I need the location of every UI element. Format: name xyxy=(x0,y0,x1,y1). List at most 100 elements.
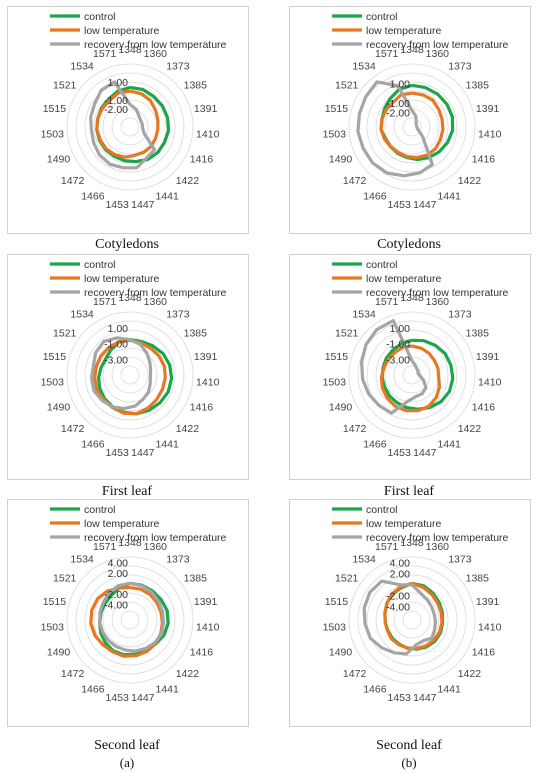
axis-label-1490: 1490 xyxy=(329,153,353,165)
axis-label-1391: 1391 xyxy=(194,103,218,115)
tick-label: -2.00 xyxy=(104,589,128,601)
axis-label-1385: 1385 xyxy=(466,572,490,584)
axis-label-1391: 1391 xyxy=(476,596,500,608)
grid-ring xyxy=(84,81,176,173)
grid-ring xyxy=(66,311,194,439)
axis-label-1441: 1441 xyxy=(155,684,179,696)
axis-label-1385: 1385 xyxy=(466,327,490,339)
grid-ring xyxy=(120,610,140,630)
axis-label-1453: 1453 xyxy=(387,199,411,211)
axis-label-1466: 1466 xyxy=(81,439,105,451)
tick-label: -1.00 xyxy=(104,339,128,351)
grid-ring xyxy=(102,347,158,403)
axis-label-1360: 1360 xyxy=(144,541,168,553)
axis-label-1385: 1385 xyxy=(466,79,490,91)
axis-label-1441: 1441 xyxy=(155,439,179,451)
axis-label-1348: 1348 xyxy=(400,292,424,304)
grid-ring xyxy=(366,81,458,173)
axis-label-1385: 1385 xyxy=(184,572,208,584)
axis-label-1534: 1534 xyxy=(70,60,94,72)
legend-label-control: control xyxy=(84,11,116,23)
axis-label-1490: 1490 xyxy=(47,646,71,658)
grid-ring xyxy=(348,63,476,191)
caption-2: Cotyledons xyxy=(377,237,441,252)
tick-label: -3.00 xyxy=(104,354,128,366)
caption-6: Second leaf xyxy=(376,738,442,753)
axis-label-1521: 1521 xyxy=(53,327,77,339)
axis-label-1534: 1534 xyxy=(70,553,94,565)
grid-ring xyxy=(66,63,194,191)
caption-4: First leaf xyxy=(383,484,435,499)
axis-label-1373: 1373 xyxy=(448,553,472,565)
axis-label-1472: 1472 xyxy=(343,175,367,187)
axis-label-1472: 1472 xyxy=(61,668,85,680)
series-line-recovery xyxy=(89,336,153,410)
axis-label-1534: 1534 xyxy=(352,60,376,72)
axis-label-1571: 1571 xyxy=(93,296,117,308)
axis-label-1416: 1416 xyxy=(472,153,496,165)
grid-ring xyxy=(120,365,140,385)
axis-label-1472: 1472 xyxy=(343,423,367,435)
axis-label-1373: 1373 xyxy=(448,308,472,320)
axis-label-1385: 1385 xyxy=(184,79,208,91)
axis-label-1447: 1447 xyxy=(131,447,155,459)
sublabel-b: (b) xyxy=(401,755,417,770)
axis-label-1391: 1391 xyxy=(194,351,218,363)
panel-5: control low temperature recovery from low … xyxy=(7,499,249,727)
panel-4: control low temperature recovery from low … xyxy=(289,254,531,480)
grid-ring xyxy=(111,356,149,394)
axis-label-1447: 1447 xyxy=(413,692,437,704)
axis-label-1490: 1490 xyxy=(329,646,353,658)
axis-label-1422: 1422 xyxy=(176,175,200,187)
axis-label-1348: 1348 xyxy=(400,537,424,549)
tick-label: 4.00 xyxy=(108,557,129,569)
panel-1: control low temperature recovery from low … xyxy=(7,6,249,234)
grid-ring xyxy=(402,610,422,630)
axis-label-1416: 1416 xyxy=(472,646,496,658)
axis-label-1416: 1416 xyxy=(190,401,214,413)
legend-label-low: low temperature xyxy=(366,273,441,285)
legend-label-control: control xyxy=(84,259,116,271)
legend-label-recovery: recovery from low temperature xyxy=(84,39,227,51)
axis-label-1466: 1466 xyxy=(81,191,105,203)
axis-label-1503: 1503 xyxy=(41,621,65,633)
legend-label-recovery: recovery from low temperature xyxy=(84,532,227,544)
axis-label-1503: 1503 xyxy=(41,376,65,388)
axis-label-1571: 1571 xyxy=(93,541,117,553)
grid-ring xyxy=(357,320,467,430)
legend-label-recovery: recovery from low temperature xyxy=(84,287,227,299)
axis-label-1515: 1515 xyxy=(325,596,349,608)
axis-label-1391: 1391 xyxy=(194,596,218,608)
axis-label-1348: 1348 xyxy=(118,537,142,549)
axis-label-1571: 1571 xyxy=(375,48,399,60)
axis-label-1416: 1416 xyxy=(190,646,214,658)
axis-label-1515: 1515 xyxy=(325,103,349,115)
series-line-low xyxy=(379,344,441,413)
axis-label-1416: 1416 xyxy=(472,401,496,413)
axis-label-1503: 1503 xyxy=(41,128,65,140)
axis-label-1472: 1472 xyxy=(343,668,367,680)
axis-label-1348: 1348 xyxy=(118,44,142,56)
axis-label-1422: 1422 xyxy=(176,423,200,435)
axis-label-1521: 1521 xyxy=(53,79,77,91)
radar-chart-6: control low temperature recovery from low … xyxy=(323,504,509,704)
axis-label-1447: 1447 xyxy=(413,447,437,459)
tick-label: 1.00 xyxy=(390,78,411,90)
axis-label-1422: 1422 xyxy=(458,423,482,435)
axis-label-1373: 1373 xyxy=(166,60,190,72)
axis-label-1515: 1515 xyxy=(43,103,67,115)
axis-label-1422: 1422 xyxy=(458,668,482,680)
panel-2: control low temperature recovery from low … xyxy=(289,6,531,234)
series-line-recovery xyxy=(362,579,438,656)
tick-label: 1.00 xyxy=(390,323,411,335)
axis-label-1410: 1410 xyxy=(478,128,502,140)
grid-ring xyxy=(84,329,176,421)
tick-label: -1.00 xyxy=(386,98,410,110)
axis-label-1571: 1571 xyxy=(375,296,399,308)
axis-label-1348: 1348 xyxy=(118,292,142,304)
tick-label: 2.00 xyxy=(390,568,411,580)
axis-label-1466: 1466 xyxy=(363,684,387,696)
legend-label-recovery: recovery from low temperature xyxy=(366,287,509,299)
series-line-recovery xyxy=(359,318,428,415)
tick-label: 2.00 xyxy=(108,568,129,580)
